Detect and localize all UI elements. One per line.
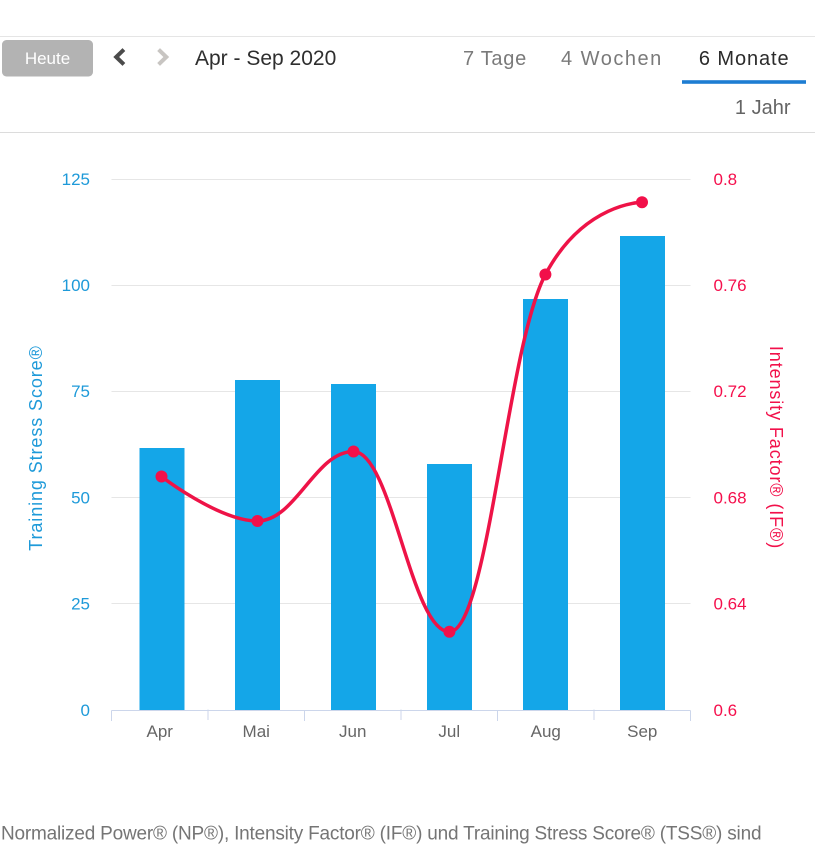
svg-text:75: 75 (71, 382, 90, 401)
svg-text:Jul: Jul (438, 722, 460, 741)
svg-text:Normalized Power® (NP®), Inten: Normalized Power® (NP®), Intensity Facto… (1, 824, 761, 845)
svg-text:Intensity Factor® (IF®): Intensity Factor® (IF®) (766, 346, 786, 549)
svg-text:Aug: Aug (531, 722, 561, 741)
svg-text:1 Jahr: 1 Jahr (735, 97, 791, 119)
svg-text:125: 125 (62, 170, 90, 189)
svg-text:0.8: 0.8 (714, 170, 738, 189)
svg-text:Heute: Heute (25, 49, 70, 68)
svg-text:50: 50 (71, 489, 90, 508)
svg-text:25: 25 (71, 595, 90, 614)
svg-text:Sep: Sep (627, 722, 657, 741)
svg-text:Training Stress Score®: Training Stress Score® (26, 345, 46, 550)
svg-text:Apr - Sep 2020: Apr - Sep 2020 (195, 47, 336, 70)
svg-text:0.6: 0.6 (714, 701, 738, 720)
svg-text:Jun: Jun (339, 722, 366, 741)
svg-text:4 Wochen: 4 Wochen (561, 48, 663, 70)
svg-text:0.68: 0.68 (714, 489, 747, 508)
svg-text:100: 100 (62, 276, 90, 295)
svg-text:0.76: 0.76 (714, 276, 747, 295)
svg-text:0: 0 (81, 701, 90, 720)
svg-text:0.64: 0.64 (714, 595, 747, 614)
svg-text:Mai: Mai (243, 722, 270, 741)
svg-text:0.72: 0.72 (714, 382, 747, 401)
svg-text:6 Monate: 6 Monate (699, 48, 790, 70)
svg-text:Apr: Apr (147, 722, 174, 741)
svg-text:7 Tage: 7 Tage (463, 48, 527, 70)
